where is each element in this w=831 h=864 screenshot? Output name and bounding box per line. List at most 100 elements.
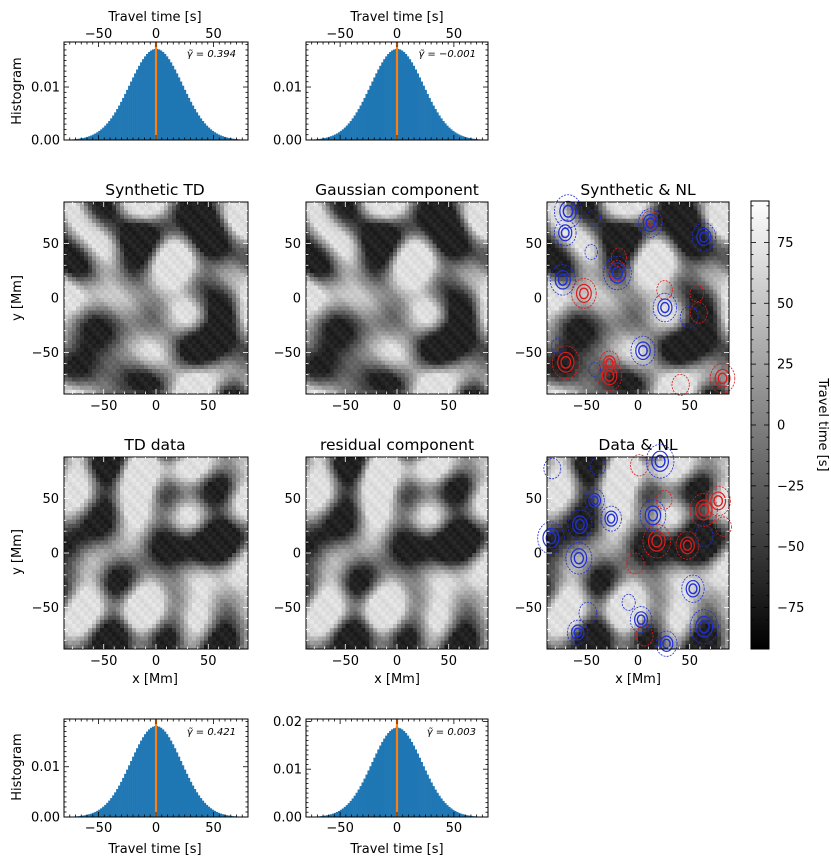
- heatmap-cell: [160, 239, 165, 245]
- heatmap-cell: [385, 352, 390, 357]
- heatmap-cell: [333, 272, 339, 278]
- heatmap-cell: [180, 260, 185, 266]
- heatmap-cell: [408, 289, 414, 295]
- heatmap-cell: [224, 356, 229, 362]
- heatmap-cell: [80, 264, 85, 270]
- heatmap-cell: [440, 302, 445, 307]
- heatmap-cell: [369, 256, 374, 261]
- hist-bar: [92, 134, 95, 140]
- heatmap-cell: [112, 318, 117, 324]
- heatmap-cell: [220, 310, 225, 316]
- heatmap-cell: [172, 368, 177, 374]
- heatmap-cell: [377, 214, 382, 220]
- heatmap-cell: [240, 377, 245, 382]
- heatmap-cell: [200, 247, 205, 253]
- heatmap-cell: [349, 247, 354, 253]
- heatmap-cell: [341, 285, 346, 291]
- heatmap-cell: [80, 222, 85, 228]
- heatmap-cell: [448, 268, 453, 274]
- heatmap-cell: [160, 385, 165, 391]
- heatmap-cell: [345, 356, 350, 362]
- heatmap-cell: [164, 260, 169, 266]
- heatmap-cell: [236, 231, 241, 236]
- heatmap-cell: [176, 247, 181, 253]
- hist-bar: [165, 56, 169, 140]
- heatmap-cell: [152, 323, 157, 328]
- heatmap-cell: [361, 293, 366, 299]
- heatmap-cell: [317, 285, 323, 291]
- heatmap-cell: [440, 227, 445, 232]
- heatmap-cell: [92, 314, 97, 320]
- heatmap-cell: [80, 285, 85, 291]
- heatmap-cell: [416, 252, 422, 257]
- heatmap-cell: [562, 227, 568, 232]
- heatmap-cell: [397, 373, 402, 378]
- heatmap-cell: [96, 285, 101, 291]
- heatmap-cell: [341, 318, 346, 324]
- heatmap-cell: [333, 339, 339, 345]
- heatmap-cell: [100, 310, 105, 316]
- heatmap-cell: [385, 218, 390, 224]
- heatmap-cell: [309, 247, 315, 253]
- heatmap-cell: [68, 268, 73, 274]
- heatmap-cell: [220, 360, 225, 366]
- heatmap-cell: [357, 306, 362, 311]
- heatmap-cell: [224, 293, 229, 299]
- heatmap-cell: [180, 377, 185, 382]
- heatmap-cell: [381, 260, 386, 266]
- heatmap-cell: [80, 260, 85, 266]
- heatmap-cell: [353, 373, 358, 378]
- heatmap-cell: [196, 206, 201, 211]
- heatmap-cell: [309, 202, 315, 207]
- heatmap-cell: [345, 343, 350, 349]
- heatmap-cell: [385, 235, 390, 240]
- heatmap-cell: [224, 272, 229, 278]
- heatmap-cell: [554, 335, 560, 341]
- heatmap-cell: [333, 327, 339, 332]
- hist-bar: [179, 81, 183, 140]
- heatmap-cell: [393, 252, 398, 257]
- heatmap-cell: [440, 298, 445, 303]
- hist-bar: [329, 136, 333, 140]
- heatmap-cell: [136, 272, 141, 278]
- heatmap-cell: [393, 243, 398, 249]
- heatmap-cell: [436, 256, 441, 261]
- heatmap-cell: [212, 256, 217, 261]
- heatmap-cell: [400, 377, 406, 382]
- heatmap-cell: [236, 264, 241, 270]
- heatmap-cell: [208, 252, 213, 257]
- heatmap-cell: [164, 210, 169, 215]
- heatmap-cell: [373, 256, 378, 261]
- heatmap-cell: [244, 214, 249, 220]
- heatmap-cell: [216, 218, 221, 224]
- heatmap-cell: [349, 360, 354, 366]
- heatmap-cell: [389, 377, 394, 382]
- heatmap-cell: [420, 348, 426, 353]
- heatmap-cell: [428, 314, 434, 320]
- heatmap-cell: [124, 231, 129, 236]
- heatmap-cell: [208, 239, 213, 245]
- heatmap-cell: [377, 289, 382, 295]
- heatmap-cell: [208, 202, 213, 207]
- heatmap-cell: [306, 364, 311, 370]
- heatmap-cell: [144, 323, 149, 328]
- heatmap-cell: [452, 243, 457, 249]
- heatmap-cell: [353, 368, 358, 374]
- heatmap-cell: [432, 235, 437, 240]
- heatmap-cell: [313, 227, 319, 232]
- heatmap-cell: [381, 377, 386, 382]
- heatmap-cell: [325, 218, 331, 224]
- heatmap-cell: [389, 327, 394, 332]
- heatmap-cell: [216, 239, 221, 245]
- heatmap-cell: [480, 252, 485, 257]
- heatmap-cell: [244, 231, 249, 236]
- heatmap-cell: [416, 348, 422, 353]
- heatmap-cell: [80, 360, 85, 366]
- heatmap-cell: [432, 202, 437, 207]
- heatmap-cell: [180, 222, 185, 228]
- heatmap-cell: [212, 268, 217, 274]
- heatmap-cell: [72, 356, 77, 362]
- heatmap-cell: [192, 373, 197, 378]
- heatmap-cell: [184, 218, 189, 224]
- heatmap-cell: [412, 373, 418, 378]
